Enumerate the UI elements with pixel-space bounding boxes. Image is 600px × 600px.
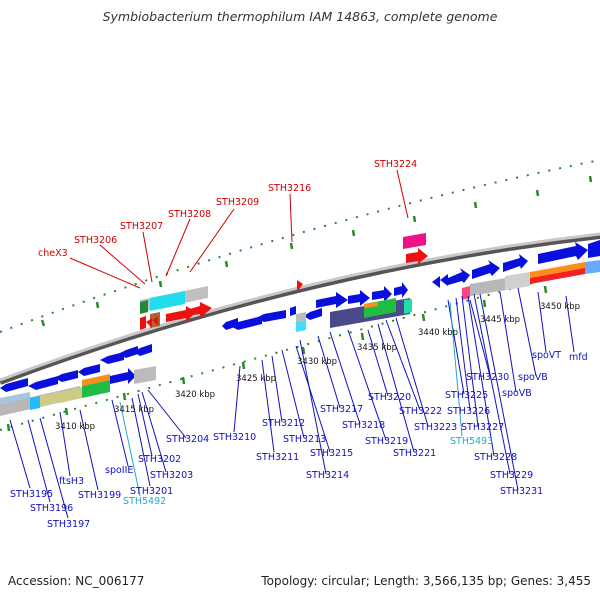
gene-label: STH3226 bbox=[447, 406, 490, 417]
kbp-label: 3430 kbp bbox=[297, 357, 337, 367]
gene-label: STH3213 bbox=[283, 434, 326, 445]
gene-sth3224-b[interactable] bbox=[406, 248, 428, 264]
cyan-label-leaders bbox=[119, 301, 463, 497]
feature-strips-right bbox=[462, 260, 600, 300]
kbp-labels: 3410 kbp 3415 kbp 3420 kbp 3425 kbp 3430… bbox=[55, 302, 580, 432]
gene-label: STH3218 bbox=[342, 420, 385, 431]
gene-label: STH3229 bbox=[490, 470, 533, 481]
gene-label: STH3199 bbox=[78, 490, 121, 501]
left-forward-genes[interactable] bbox=[110, 368, 136, 384]
gene-label: spoVB bbox=[502, 388, 532, 399]
genome-backbone-shadow bbox=[0, 233, 600, 385]
gene-label: STH3221 bbox=[393, 448, 436, 459]
bottom-label-leaders bbox=[9, 287, 575, 519]
lower-major-ticks bbox=[6, 285, 548, 432]
gene-label: STH3230 bbox=[466, 372, 509, 383]
gene-label: STH3225 bbox=[445, 390, 488, 401]
forward-genes-middle[interactable] bbox=[316, 282, 408, 308]
cyan-gene-labels[interactable]: STH5492 STH5493 bbox=[123, 436, 493, 507]
gene-label: STH3219 bbox=[365, 436, 408, 447]
kbp-label: 3410 kbp bbox=[55, 422, 95, 432]
gene-label: STH3220 bbox=[368, 392, 411, 403]
gene-label: ftsH3 bbox=[59, 476, 84, 487]
middle-feature-strips bbox=[296, 298, 412, 332]
forward-genes-top[interactable] bbox=[448, 240, 600, 285]
gene-label: STH3204 bbox=[166, 434, 209, 445]
gene-label: spoVT bbox=[532, 350, 561, 361]
gene-label: STH3211 bbox=[256, 452, 299, 463]
gene-label: STH3203 bbox=[150, 470, 193, 481]
gene-label-sth3216: STH3216 bbox=[268, 183, 311, 194]
gene-label-sth3206: STH3206 bbox=[74, 235, 117, 246]
upper-scale-line bbox=[0, 159, 600, 333]
kbp-label: 3420 kbp bbox=[175, 390, 215, 400]
gene-label: spoVB bbox=[518, 372, 548, 383]
gene-label-sth3224: STH3224 bbox=[374, 159, 417, 170]
map-title: Symbiobacterium thermophilum IAM 14863, … bbox=[102, 9, 498, 24]
kbp-label: 3445 kbp bbox=[480, 315, 520, 325]
kbp-label: 3435 kbp bbox=[357, 343, 397, 353]
top-gene-labels[interactable]: cheX3 STH3206 STH3207 STH3208 STH3209 ST… bbox=[38, 159, 417, 259]
gene-sth3216[interactable] bbox=[297, 280, 303, 292]
gene-label: STH3210 bbox=[213, 432, 256, 443]
gene-arrow bbox=[448, 268, 470, 285]
reverse-genes-middle[interactable] bbox=[222, 306, 322, 330]
top-label-leaders bbox=[69, 169, 409, 289]
gene-label: STH3228 bbox=[474, 452, 517, 463]
reverse-genes-right[interactable] bbox=[432, 274, 448, 288]
gene-arrow bbox=[503, 254, 528, 272]
gene-label: STH3202 bbox=[138, 454, 181, 465]
gene-label: STH3227 bbox=[461, 422, 504, 433]
gene-label: STH3201 bbox=[130, 486, 173, 497]
gene-label: mfd bbox=[569, 352, 588, 363]
gene-label: STH3217 bbox=[320, 404, 363, 415]
gene-label: spoIIE bbox=[105, 465, 133, 476]
gene-label-sth3209: STH3209 bbox=[216, 197, 259, 208]
gene-label: STH3214 bbox=[306, 470, 349, 481]
gene-arrow bbox=[588, 240, 600, 258]
gene-label: STH3231 bbox=[500, 486, 543, 497]
gene-label-chex3: cheX3 bbox=[38, 248, 68, 259]
lower-left-feature-strips bbox=[0, 366, 156, 416]
kbp-label: 3425 kbp bbox=[236, 374, 276, 384]
gene-label-sth3208: STH3208 bbox=[168, 209, 211, 220]
gene-label-sth3207: STH3207 bbox=[120, 221, 163, 232]
gene-sth3224[interactable] bbox=[403, 233, 426, 249]
kbp-label: 3440 kbp bbox=[418, 328, 458, 338]
gene-label: STH3196 bbox=[30, 503, 73, 514]
kbp-label: 3415 kbp bbox=[114, 405, 154, 415]
reverse-genes-left[interactable] bbox=[0, 344, 152, 392]
bottom-gene-labels[interactable]: STH3195 STH3196 STH3197 ftsH3 STH3199 sp… bbox=[10, 350, 588, 530]
upper-major-ticks bbox=[40, 175, 593, 327]
gene-label: STH3222 bbox=[399, 406, 442, 417]
gene-arrow bbox=[472, 260, 500, 279]
gene-label: STH3215 bbox=[310, 448, 353, 459]
gene-label: STH3197 bbox=[47, 519, 90, 530]
kbp-label: 3450 kbp bbox=[540, 302, 580, 312]
accession-label: Accession: NC_006177 bbox=[8, 574, 145, 588]
genome-summary: Topology: circular; Length: 3,566,135 bp… bbox=[261, 574, 591, 588]
gene-label: STH3223 bbox=[414, 422, 457, 433]
gene-label: STH3195 bbox=[10, 489, 53, 500]
gene-arrow bbox=[538, 242, 588, 264]
gene-label-sth5493: STH5493 bbox=[450, 436, 493, 447]
gene-label-sth5492: STH5492 bbox=[123, 496, 166, 507]
left-red-genes[interactable] bbox=[140, 302, 212, 330]
gene-label: STH3212 bbox=[262, 418, 305, 429]
